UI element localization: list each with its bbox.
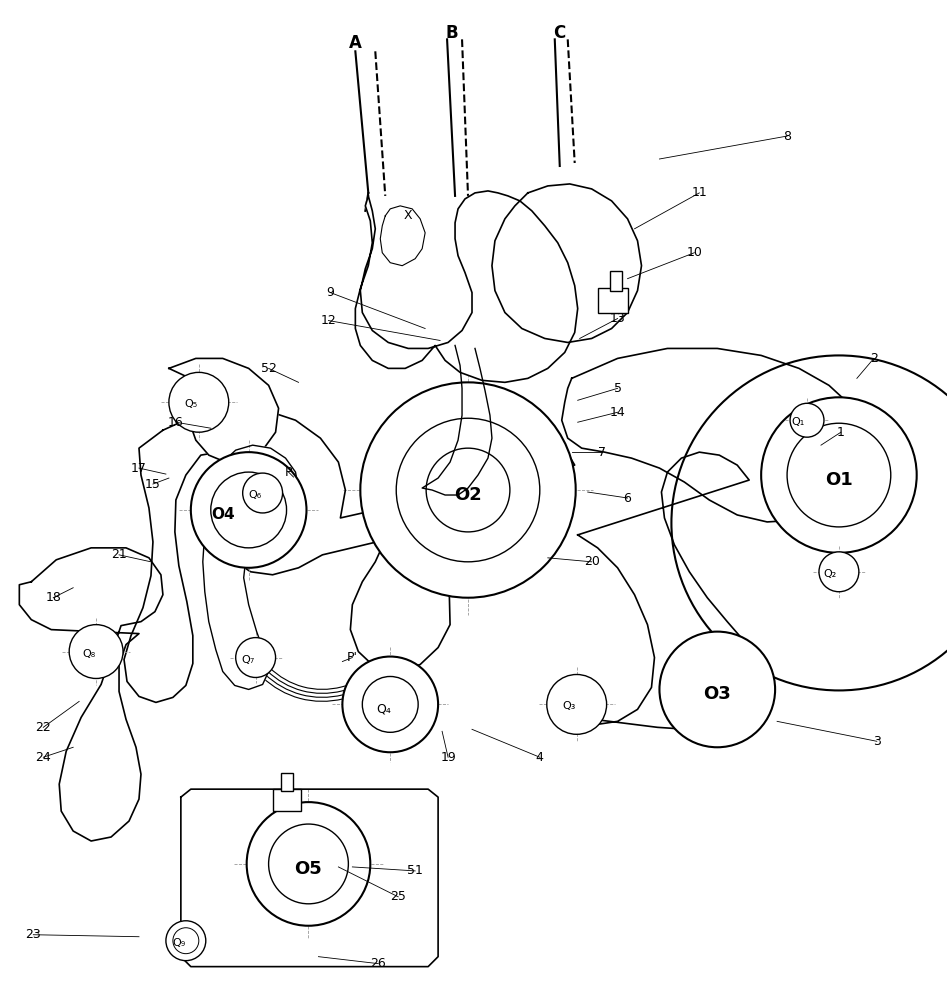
Bar <box>597 288 628 313</box>
Circle shape <box>660 632 775 747</box>
Circle shape <box>210 472 286 548</box>
Text: 7: 7 <box>597 446 606 459</box>
Bar <box>281 773 293 791</box>
Text: 26: 26 <box>371 957 386 970</box>
Text: 2: 2 <box>870 352 878 365</box>
Text: Q₇: Q₇ <box>242 655 255 665</box>
Text: 1: 1 <box>837 426 845 439</box>
Text: 51: 51 <box>408 864 423 877</box>
Text: 9: 9 <box>326 286 335 299</box>
Text: 22: 22 <box>35 721 51 734</box>
Bar <box>273 789 301 811</box>
Polygon shape <box>169 358 279 462</box>
Text: 25: 25 <box>391 890 406 903</box>
Circle shape <box>243 473 283 513</box>
Text: Q₁: Q₁ <box>791 417 804 427</box>
Polygon shape <box>181 789 438 967</box>
Circle shape <box>169 372 228 432</box>
Text: 15: 15 <box>145 478 161 491</box>
Polygon shape <box>562 348 866 522</box>
Text: 20: 20 <box>584 555 599 568</box>
Polygon shape <box>380 206 425 266</box>
Text: 4: 4 <box>536 751 544 764</box>
Text: 18: 18 <box>46 591 62 604</box>
Text: Q₄: Q₄ <box>376 703 392 716</box>
Text: 24: 24 <box>35 751 51 764</box>
Text: C: C <box>554 24 566 42</box>
Text: O2: O2 <box>454 486 482 504</box>
Circle shape <box>191 452 306 568</box>
Text: A: A <box>349 34 362 52</box>
Circle shape <box>819 552 859 592</box>
Polygon shape <box>492 184 642 342</box>
Text: 12: 12 <box>320 314 337 327</box>
Text: 5: 5 <box>613 382 622 395</box>
Polygon shape <box>124 405 574 702</box>
Text: P': P' <box>347 651 357 664</box>
Circle shape <box>173 928 199 954</box>
Text: 14: 14 <box>610 406 626 419</box>
Text: Q₅: Q₅ <box>185 399 198 409</box>
Text: 17: 17 <box>131 462 147 475</box>
Text: 10: 10 <box>686 246 702 259</box>
Circle shape <box>236 638 276 677</box>
Circle shape <box>671 355 948 690</box>
Circle shape <box>761 397 917 553</box>
Text: O5: O5 <box>295 860 322 878</box>
Circle shape <box>268 824 348 904</box>
Circle shape <box>362 676 418 732</box>
Circle shape <box>166 921 206 961</box>
Text: 23: 23 <box>26 928 41 941</box>
Bar <box>610 271 622 291</box>
Text: Q₈: Q₈ <box>82 649 96 659</box>
Text: Q₃: Q₃ <box>563 701 576 711</box>
Text: Q₆: Q₆ <box>248 490 262 500</box>
Text: 6: 6 <box>624 492 631 505</box>
Circle shape <box>69 625 123 678</box>
Circle shape <box>787 423 891 527</box>
Text: O3: O3 <box>703 685 731 703</box>
Text: 3: 3 <box>873 735 881 748</box>
Circle shape <box>360 382 575 598</box>
Text: 19: 19 <box>440 751 456 764</box>
Text: O4: O4 <box>210 507 234 522</box>
Text: 52: 52 <box>261 362 277 375</box>
Polygon shape <box>577 452 767 731</box>
Text: P: P <box>284 466 292 479</box>
Circle shape <box>342 657 438 752</box>
Circle shape <box>790 403 824 437</box>
Polygon shape <box>203 445 299 689</box>
Polygon shape <box>19 548 163 841</box>
Text: Q₉: Q₉ <box>172 938 185 948</box>
Text: O1: O1 <box>825 471 853 489</box>
Polygon shape <box>356 191 577 382</box>
Text: 21: 21 <box>111 548 127 561</box>
Text: 8: 8 <box>783 130 791 143</box>
Text: 13: 13 <box>610 312 626 325</box>
Circle shape <box>547 674 607 734</box>
Text: Q₂: Q₂ <box>823 569 836 579</box>
Text: X: X <box>404 209 412 222</box>
Circle shape <box>427 448 510 532</box>
Circle shape <box>747 383 931 567</box>
Text: 11: 11 <box>691 186 707 199</box>
Text: B: B <box>446 24 459 42</box>
Circle shape <box>246 802 371 926</box>
Circle shape <box>396 418 539 562</box>
Text: 16: 16 <box>168 416 184 429</box>
